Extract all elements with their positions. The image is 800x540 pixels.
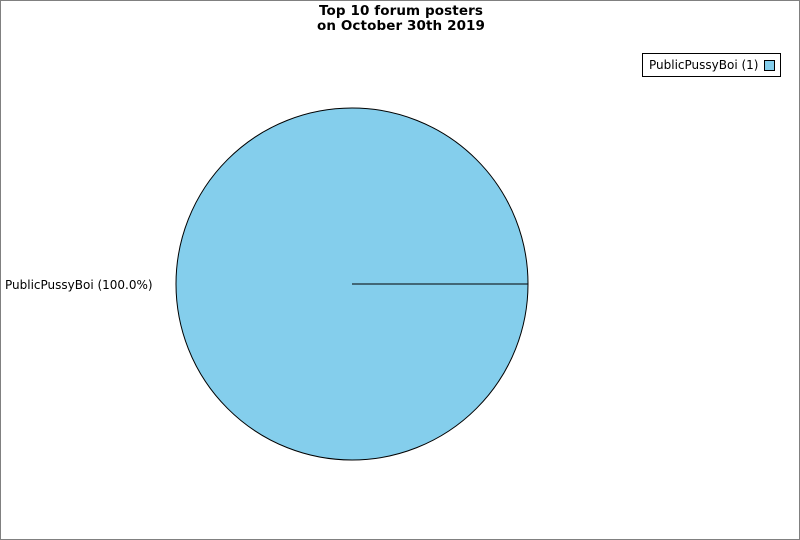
legend-item-label: PublicPussyBoi (1) <box>649 58 759 72</box>
legend-item-publicpussyboi[interactable]: PublicPussyBoi (1) <box>649 58 776 72</box>
legend: PublicPussyBoi (1) <box>642 53 782 77</box>
legend-color-swatch-icon <box>764 59 776 71</box>
page-title: Top 10 forum posters on October 30th 201… <box>316 3 486 34</box>
pie-slice-label: PublicPussyBoi (100.0%) <box>5 278 153 292</box>
